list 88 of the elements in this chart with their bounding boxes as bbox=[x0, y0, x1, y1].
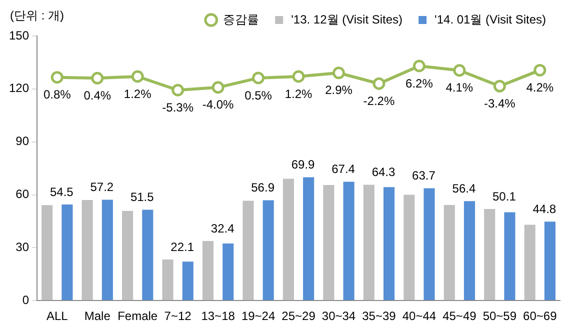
x-tick-label: 19~24 bbox=[241, 309, 276, 324]
point bbox=[212, 81, 224, 94]
data-label: 56.9 bbox=[251, 180, 275, 195]
point bbox=[332, 66, 345, 80]
bar bbox=[142, 210, 154, 300]
data-label: 1.2% bbox=[284, 86, 313, 101]
bar bbox=[464, 201, 476, 300]
bar bbox=[282, 178, 294, 300]
bar bbox=[484, 209, 496, 300]
data-label: 22.1 bbox=[170, 240, 194, 254]
data-label: 0.4% bbox=[84, 88, 112, 102]
bar bbox=[182, 262, 194, 300]
data-label: 2.9% bbox=[325, 83, 353, 98]
point bbox=[252, 72, 265, 84]
bar bbox=[424, 188, 435, 300]
bar bbox=[363, 184, 374, 300]
bar bbox=[544, 222, 556, 300]
x-tick-label: 13~18 bbox=[201, 309, 236, 324]
data-label: 54.5 bbox=[50, 184, 74, 199]
bar bbox=[122, 210, 134, 300]
data-label: 6.2% bbox=[406, 76, 434, 90]
point bbox=[534, 64, 546, 76]
bar bbox=[383, 187, 395, 300]
x-tick-label: 40~44 bbox=[402, 309, 436, 324]
data-label: 51.5 bbox=[130, 190, 154, 204]
point bbox=[131, 70, 144, 83]
bar bbox=[102, 200, 113, 300]
data-label: 64.3 bbox=[372, 165, 396, 180]
bar bbox=[162, 260, 174, 300]
y-tick-label: 30 bbox=[16, 240, 30, 254]
text: (단위 : 개) bbox=[10, 8, 64, 22]
point bbox=[453, 64, 466, 77]
bar bbox=[62, 204, 73, 300]
data-label: 32.4 bbox=[210, 221, 235, 236]
bar bbox=[202, 240, 214, 300]
point bbox=[91, 72, 104, 84]
y-tick-label: 150 bbox=[8, 28, 30, 42]
y-tick-label: 120 bbox=[8, 81, 30, 96]
y-tick-label: 60 bbox=[16, 187, 30, 202]
x-tick-label: 60~69 bbox=[523, 309, 558, 324]
data-label: 4.1% bbox=[446, 80, 474, 95]
bar bbox=[404, 194, 415, 300]
legend-label: '14. 01월 (Visit Sites) bbox=[434, 12, 546, 26]
x-tick-label: 30~34 bbox=[322, 309, 356, 324]
data-label: 67.4 bbox=[332, 162, 356, 176]
data-label: -3.4% bbox=[484, 96, 516, 110]
point bbox=[412, 60, 426, 72]
data-label: 69.9 bbox=[291, 158, 316, 172]
x-tick-label: 45~49 bbox=[442, 309, 477, 324]
point bbox=[172, 84, 184, 96]
bar bbox=[323, 185, 334, 300]
data-label: 44.8 bbox=[532, 202, 556, 216]
y-tick-label: 0 bbox=[22, 292, 30, 307]
bar bbox=[262, 200, 274, 300]
bar bbox=[444, 204, 455, 300]
x-tick-label: Male bbox=[84, 309, 111, 324]
point bbox=[292, 70, 305, 83]
y-tick-label: 90 bbox=[16, 134, 30, 148]
data-label: 1.2% bbox=[124, 86, 152, 101]
x-tick-label: 7~12 bbox=[164, 309, 192, 324]
data-label: 63.7 bbox=[412, 168, 436, 183]
data-label: 0.5% bbox=[244, 88, 272, 102]
data-label: 4.2% bbox=[526, 80, 554, 95]
x-tick-label: Female bbox=[118, 309, 158, 324]
bar bbox=[504, 212, 516, 300]
data-label: 50.1 bbox=[492, 189, 516, 204]
bar bbox=[524, 224, 536, 300]
x-tick-label: ALL bbox=[46, 309, 68, 324]
legend-label: 증감률 bbox=[223, 12, 260, 26]
point bbox=[50, 71, 64, 84]
bar bbox=[242, 200, 254, 300]
data-label: -2.2% bbox=[363, 94, 395, 108]
point bbox=[493, 80, 506, 92]
x-tick-label: 25~29 bbox=[282, 309, 316, 324]
data-label: 57.2 bbox=[90, 180, 114, 194]
bar bbox=[303, 177, 314, 300]
point bbox=[372, 77, 386, 90]
data-label: 0.8% bbox=[43, 88, 72, 102]
bar bbox=[42, 205, 53, 300]
data-label: -4.0% bbox=[202, 98, 234, 112]
data-label: 56.4 bbox=[452, 181, 476, 196]
x-tick-label: 50~59 bbox=[482, 309, 517, 324]
x-tick-label: 35~39 bbox=[362, 309, 396, 324]
bar bbox=[343, 182, 354, 300]
legend-label: '13. 12월 (Visit Sites) bbox=[291, 12, 403, 26]
data-label: -5.3% bbox=[162, 100, 194, 114]
bar bbox=[82, 200, 93, 300]
bar bbox=[222, 243, 234, 300]
